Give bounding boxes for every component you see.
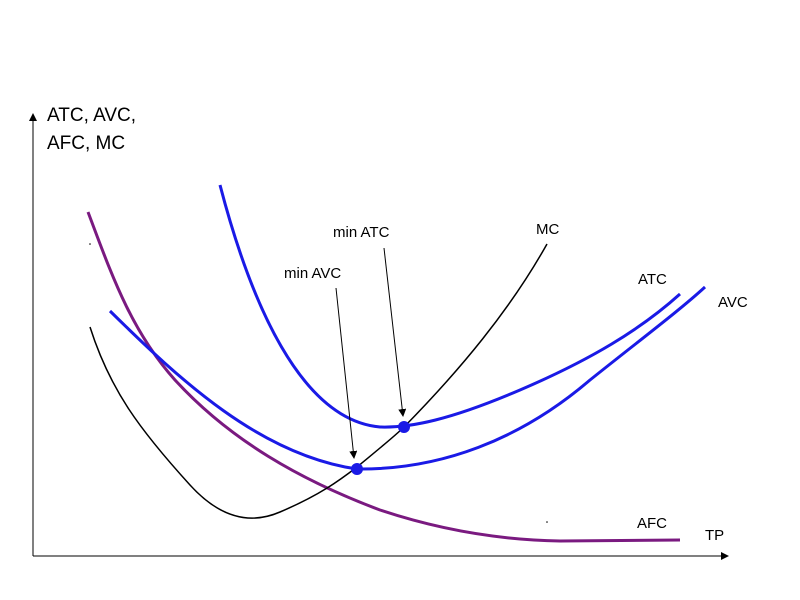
atc-curve xyxy=(218,184,682,429)
mc-curve xyxy=(89,243,548,519)
min-avc-point xyxy=(351,463,363,475)
min-atc-label: min ATC xyxy=(333,224,390,241)
x-axis-label: TP xyxy=(705,527,725,544)
min-avc-arrow xyxy=(335,287,358,459)
stray-dot xyxy=(546,521,548,523)
stray-dot xyxy=(89,243,91,245)
mc-label: MC xyxy=(536,221,560,238)
min-atc-arrow xyxy=(383,247,407,417)
afc-label: AFC xyxy=(637,515,667,532)
atc-label: ATC xyxy=(638,271,667,288)
min-avc-label: min AVC xyxy=(284,265,342,282)
afc-curve xyxy=(86,211,681,543)
y-axis-label-line2: AFC, MC xyxy=(47,133,126,154)
avc-label: AVC xyxy=(718,294,748,311)
min-atc-point xyxy=(398,421,410,433)
avc-curve xyxy=(108,285,707,471)
y-axis-label-line1: ATC, AVC, xyxy=(47,105,137,126)
